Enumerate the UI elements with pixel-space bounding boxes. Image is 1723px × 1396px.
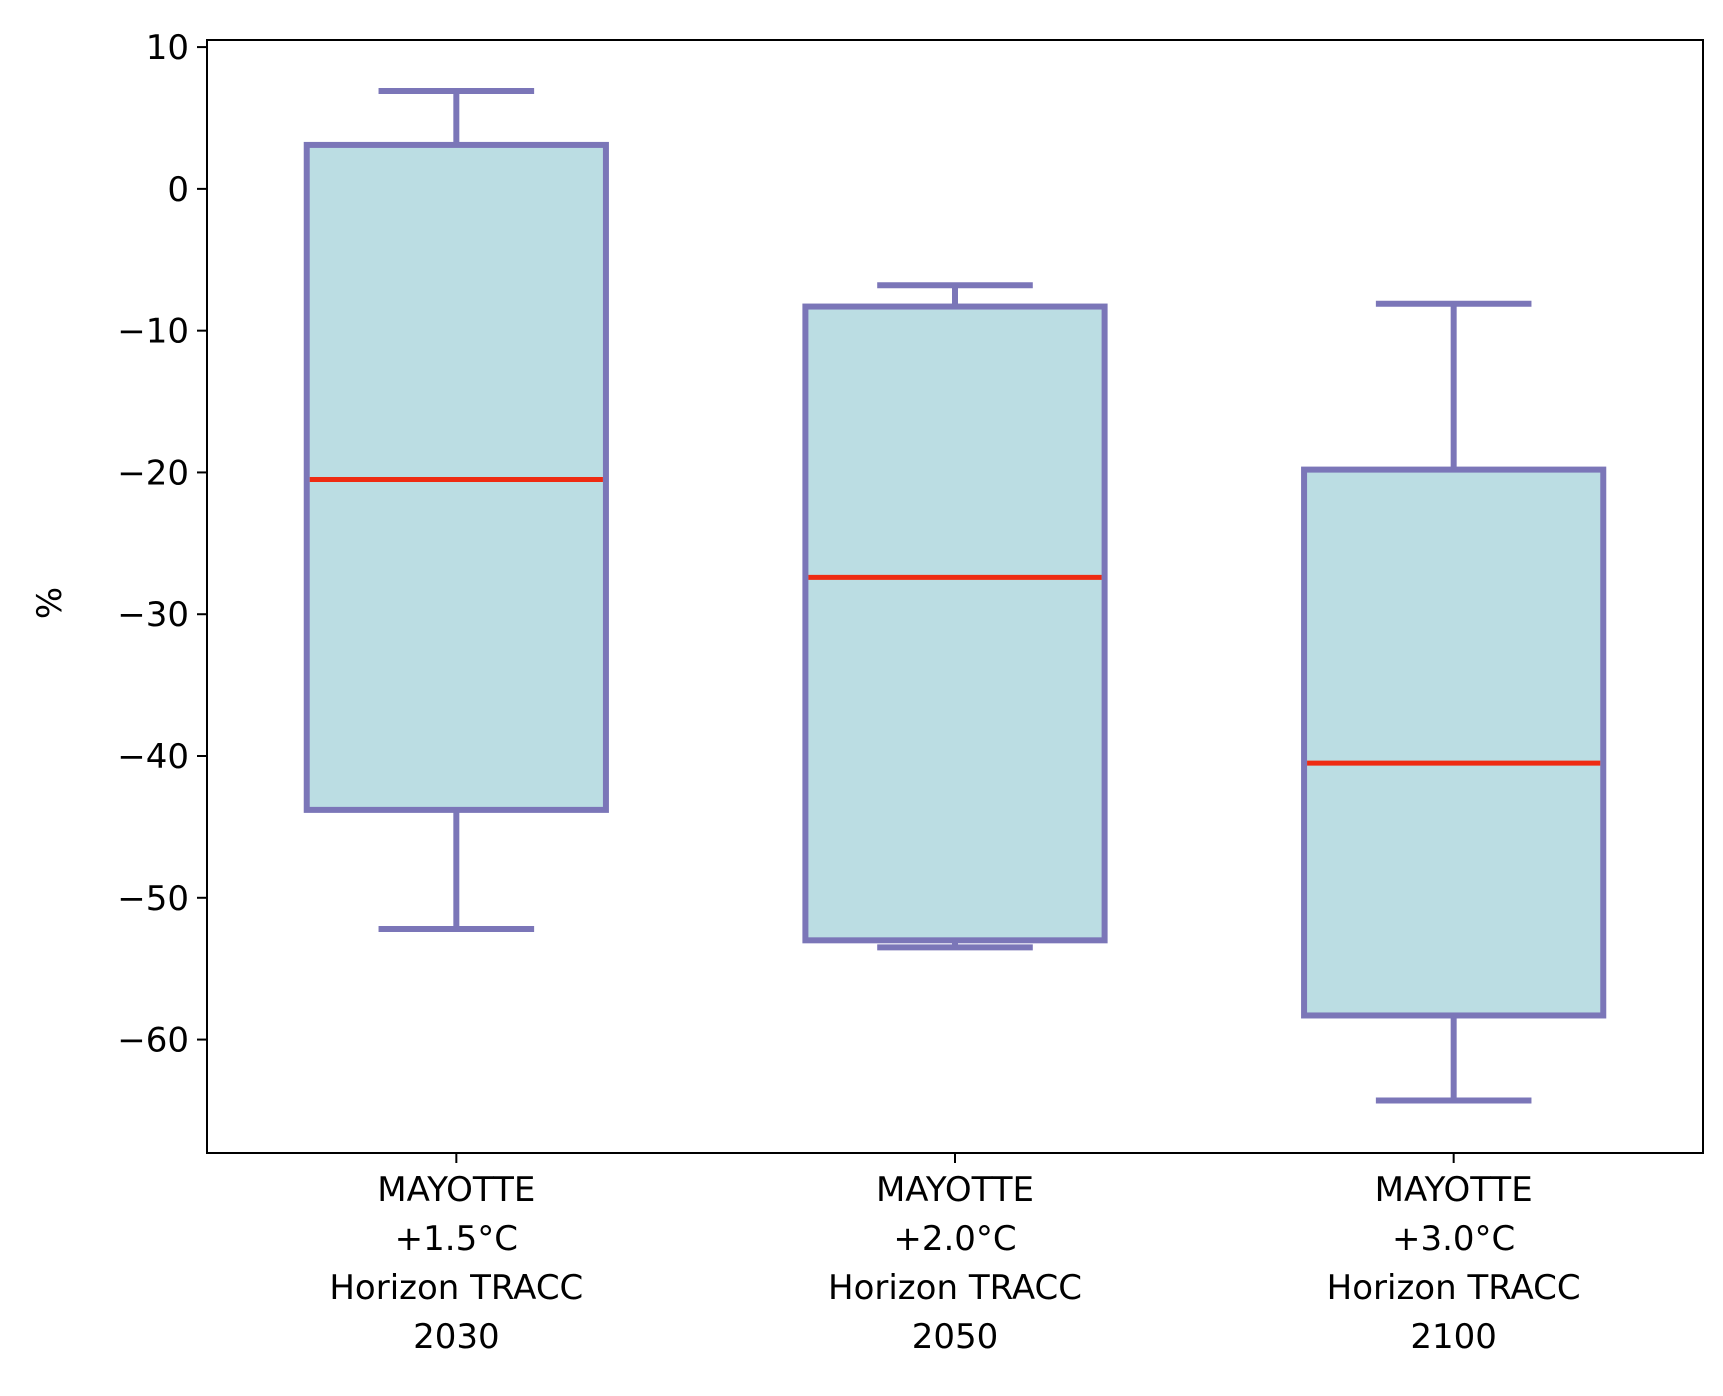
x-tick-label-line: +2.0°C xyxy=(893,1219,1016,1259)
x-tick-label-line: Horizon TRACC xyxy=(828,1268,1082,1308)
y-tick-label: −60 xyxy=(117,1021,189,1061)
x-tick-label-line: +1.5°C xyxy=(395,1219,518,1259)
x-tick-label: MAYOTTE +2.0°C Horizon TRACC 2050 xyxy=(828,1170,1082,1357)
y-tick-label: −40 xyxy=(117,737,189,777)
y-tick-label: −50 xyxy=(117,879,189,919)
y-tick-label: −30 xyxy=(117,595,189,635)
x-tick-label-line: MAYOTTE xyxy=(377,1170,535,1210)
x-tick-label-line: Horizon TRACC xyxy=(329,1268,583,1308)
y-tick-label: −20 xyxy=(117,453,189,493)
x-tick-label-line: 2100 xyxy=(1410,1317,1497,1357)
y-tick-label: 0 xyxy=(167,170,189,210)
box-1 xyxy=(303,88,609,932)
x-tick-label-line: 2050 xyxy=(912,1317,999,1357)
x-tick-label-line: Horizon TRACC xyxy=(1327,1268,1581,1308)
y-tick-label: 10 xyxy=(146,28,189,68)
box-iqr xyxy=(1301,466,1607,1019)
x-tick-label-line: MAYOTTE xyxy=(1375,1170,1533,1210)
box-iqr xyxy=(802,303,1108,944)
x-tick-label-line: +3.0°C xyxy=(1392,1219,1515,1259)
x-tick-label: MAYOTTE +1.5°C Horizon TRACC 2030 xyxy=(329,1170,583,1357)
box-3 xyxy=(1301,300,1607,1104)
x-tick-label-line: 2030 xyxy=(413,1317,500,1357)
boxes-layer xyxy=(303,88,1607,1104)
y-axis-title: % xyxy=(30,587,70,619)
x-tick-label: MAYOTTE +3.0°C Horizon TRACC 2100 xyxy=(1327,1170,1581,1357)
y-tick-label: −10 xyxy=(117,312,189,352)
x-tick-label-line: MAYOTTE xyxy=(876,1170,1034,1210)
y-axis: 10 0 −10 −20 −30 −40 −50 −60 xyxy=(117,28,207,1061)
x-axis: MAYOTTE +1.5°C Horizon TRACC 2030 MAYOTTE +2.… xyxy=(329,1153,1581,1357)
box-2 xyxy=(802,282,1108,951)
